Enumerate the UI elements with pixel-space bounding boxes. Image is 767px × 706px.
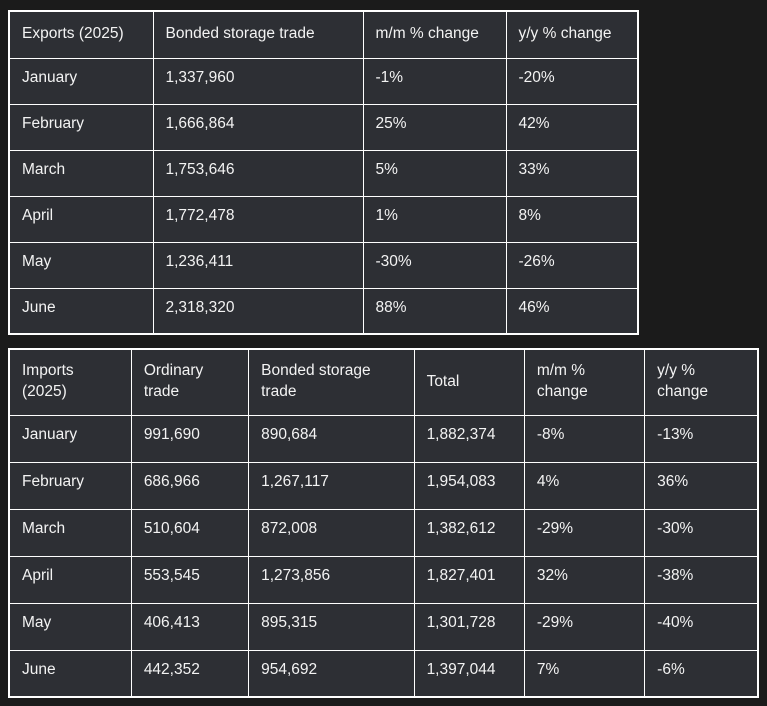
row-label: April: [8, 555, 132, 604]
cell-value: 872,008: [248, 508, 415, 557]
imports-table: Imports (2025) Ordinary trade Bonded stora…: [8, 348, 759, 698]
table-row: February 1,666,864 25% 42%: [8, 103, 639, 151]
cell-value: 32%: [523, 555, 646, 604]
cell-value: -30%: [362, 241, 507, 289]
cell-value: 33%: [505, 149, 639, 197]
cell-value: 1,666,864: [152, 103, 364, 151]
cell-value: -29%: [523, 508, 646, 557]
table-row: March 510,604 872,008 1,382,612 -29% -30%: [8, 508, 759, 557]
cell-value: -38%: [644, 555, 759, 604]
cell-value: 4%: [523, 461, 646, 510]
cell-value: 8%: [505, 195, 639, 243]
column-header: Ordinary trade: [130, 348, 250, 416]
cell-value: -8%: [523, 414, 646, 463]
column-header: Total: [413, 348, 525, 416]
imports-table-header: Imports (2025) Ordinary trade Bonded stora…: [8, 348, 759, 416]
cell-value: 1,954,083: [413, 461, 525, 510]
table-row: April 553,545 1,273,856 1,827,401 32% -38%: [8, 555, 759, 604]
cell-value: 88%: [362, 287, 507, 335]
cell-value: 1,273,856: [248, 555, 415, 604]
row-label: June: [8, 649, 132, 698]
cell-value: 442,352: [130, 649, 250, 698]
table-row: April 1,772,478 1% 8%: [8, 195, 639, 243]
cell-value: 5%: [362, 149, 507, 197]
cell-value: 7%: [523, 649, 646, 698]
column-header: Bonded storage trade: [248, 348, 415, 416]
row-label: April: [8, 195, 154, 243]
table-row: June 442,352 954,692 1,397,044 7% -6%: [8, 649, 759, 698]
cell-value: -6%: [644, 649, 759, 698]
cell-value: -40%: [644, 602, 759, 651]
table-row: June 2,318,320 88% 46%: [8, 287, 639, 335]
cell-value: -1%: [362, 57, 507, 105]
row-label: January: [8, 57, 154, 105]
table-row: January 991,690 890,684 1,882,374 -8% -13%: [8, 414, 759, 463]
row-label: June: [8, 287, 154, 335]
cell-value: 1,827,401: [413, 555, 525, 604]
cell-value: 1,882,374: [413, 414, 525, 463]
row-label: January: [8, 414, 132, 463]
cell-value: 25%: [362, 103, 507, 151]
cell-value: -29%: [523, 602, 646, 651]
row-label: February: [8, 461, 132, 510]
cell-value: 1,236,411: [152, 241, 364, 289]
row-label: May: [8, 602, 132, 651]
table-row: January 1,337,960 -1% -20%: [8, 57, 639, 105]
cell-value: 1,753,646: [152, 149, 364, 197]
table-row: February 686,966 1,267,117 1,954,083 4% 36%: [8, 461, 759, 510]
column-header: m/m % change: [523, 348, 646, 416]
cell-value: 406,413: [130, 602, 250, 651]
cell-value: 954,692: [248, 649, 415, 698]
row-label: February: [8, 103, 154, 151]
exports-table-header: Exports (2025) Bonded storage trade m/m % …: [8, 10, 639, 59]
table-row: May 406,413 895,315 1,301,728 -29% -40%: [8, 602, 759, 651]
cell-value: 510,604: [130, 508, 250, 557]
row-label: March: [8, 149, 154, 197]
exports-table-body: January 1,337,960 -1% -20% February 1,666,864…: [8, 57, 639, 335]
cell-value: 890,684: [248, 414, 415, 463]
cell-value: 1,382,612: [413, 508, 525, 557]
cell-value: 46%: [505, 287, 639, 335]
cell-value: 1,397,044: [413, 649, 525, 698]
cell-value: -30%: [644, 508, 759, 557]
header-row: Exports (2025) Bonded storage trade m/m % …: [8, 10, 639, 59]
column-header: Exports (2025): [8, 10, 154, 59]
cell-value: -20%: [505, 57, 639, 105]
cell-value: 1,337,960: [152, 57, 364, 105]
row-label: May: [8, 241, 154, 289]
cell-value: 42%: [505, 103, 639, 151]
cell-value: 1,301,728: [413, 602, 525, 651]
column-header: y/y % change: [505, 10, 639, 59]
cell-value: 1,267,117: [248, 461, 415, 510]
exports-table: Exports (2025) Bonded storage trade m/m % …: [8, 10, 639, 335]
cell-value: 36%: [644, 461, 759, 510]
header-row: Imports (2025) Ordinary trade Bonded stora…: [8, 348, 759, 416]
row-label: March: [8, 508, 132, 557]
column-header: Bonded storage trade: [152, 10, 364, 59]
cell-value: 686,966: [130, 461, 250, 510]
cell-value: -26%: [505, 241, 639, 289]
table-row: March 1,753,646 5% 33%: [8, 149, 639, 197]
cell-value: 1,772,478: [152, 195, 364, 243]
column-header: m/m % change: [362, 10, 507, 59]
column-header: Imports (2025): [8, 348, 132, 416]
imports-table-body: January 991,690 890,684 1,882,374 -8% -13% Feb…: [8, 414, 759, 698]
cell-value: -13%: [644, 414, 759, 463]
cell-value: 553,545: [130, 555, 250, 604]
column-header: y/y % change: [644, 348, 759, 416]
cell-value: 2,318,320: [152, 287, 364, 335]
cell-value: 1%: [362, 195, 507, 243]
cell-value: 895,315: [248, 602, 415, 651]
cell-value: 991,690: [130, 414, 250, 463]
table-row: May 1,236,411 -30% -26%: [8, 241, 639, 289]
